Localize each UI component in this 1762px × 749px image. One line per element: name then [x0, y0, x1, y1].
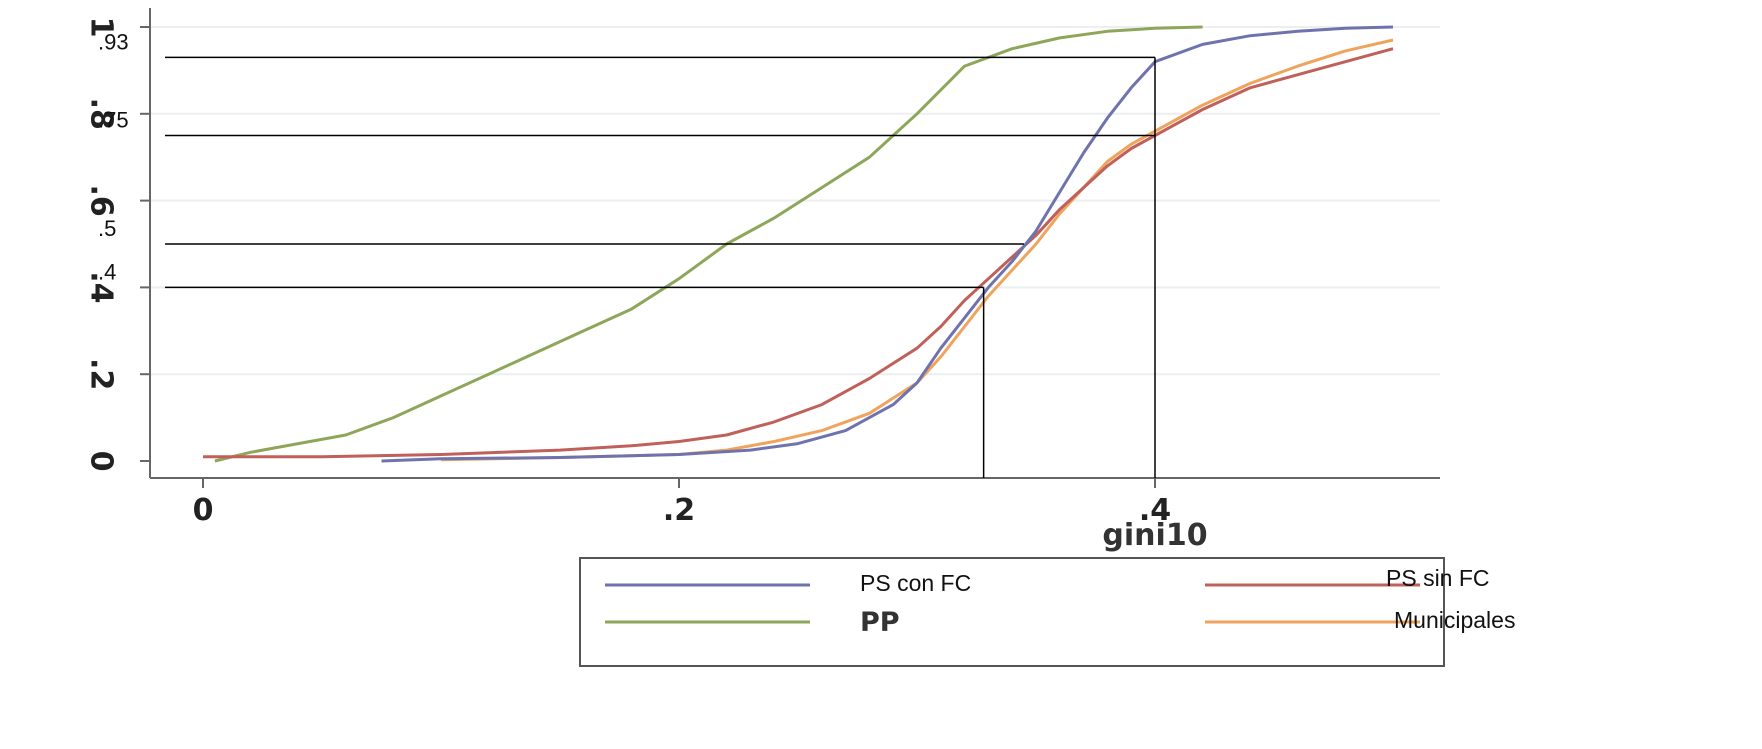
- legend-box: [579, 557, 1445, 667]
- x-tick-label: 0: [193, 493, 214, 528]
- legend-label: Municipales: [1394, 607, 1515, 633]
- legend: PS con FC PS sin FC PP Municipales: [605, 565, 1515, 638]
- annotation-label: .93: [98, 29, 129, 54]
- y-tick-label: 0: [84, 451, 119, 472]
- series-lines: [203, 25, 1394, 463]
- annotation-label: .4: [98, 259, 116, 284]
- legend-label: PS sin FC: [1386, 565, 1490, 591]
- annotation-lines: .93 .75 .5 .4: [98, 29, 1156, 478]
- y-tick-label: .2: [84, 358, 119, 390]
- series-line-2: [214, 25, 1203, 463]
- annotation-label: .5: [98, 216, 116, 241]
- y-tick-label: 1: [84, 17, 119, 38]
- series-line-0: [381, 25, 1394, 463]
- series-line-3: [440, 38, 1394, 462]
- legend-label: PP: [860, 607, 900, 638]
- x-axis-label: gini10: [1102, 518, 1207, 553]
- plot-area: [140, 8, 1440, 485]
- y-tick-label: .4: [84, 271, 119, 303]
- x-tick-label: .2: [663, 493, 695, 528]
- y-tick-label: .8: [84, 98, 119, 130]
- y-tick-label: .6: [84, 184, 119, 216]
- annotation-label: .75: [98, 108, 129, 133]
- series-line-1: [203, 47, 1394, 459]
- x-tick-label: .4: [1139, 493, 1171, 528]
- legend-label: PS con FC: [860, 570, 971, 596]
- x-axis-ticks: 0 .2 .4: [193, 478, 1171, 528]
- y-axis-ticks: 0 .2 .4 .6 .8 1: [84, 17, 150, 472]
